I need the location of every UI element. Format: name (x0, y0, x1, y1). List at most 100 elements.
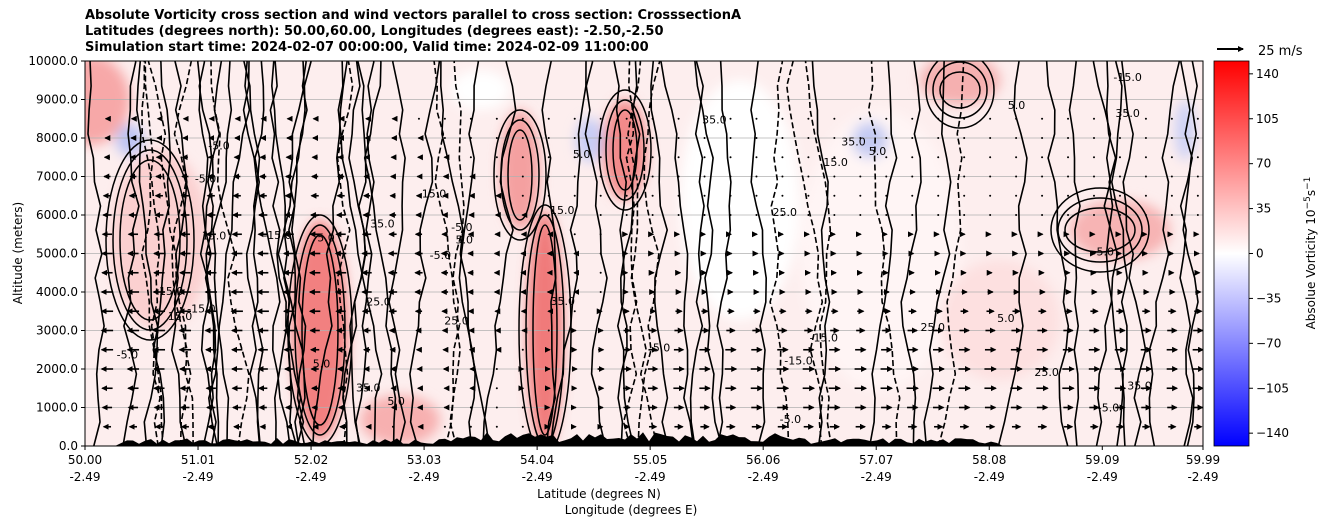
contour-loop (1064, 207, 1136, 253)
wind-vector (599, 233, 602, 236)
wind-vector (547, 137, 550, 139)
x-tick-label-lat: 53.03 (407, 453, 441, 467)
wind-vector (755, 117, 758, 120)
wind-vector (495, 387, 498, 390)
wind-vector (651, 194, 654, 197)
contour-loop (493, 109, 547, 241)
wind-vector (1118, 156, 1121, 159)
wind-vector (729, 117, 732, 120)
wind-vector (1041, 175, 1044, 178)
contour-line (1110, 61, 1129, 446)
contour-label: 5.0 (313, 358, 331, 371)
contour-label: 35.0 (841, 135, 866, 148)
wind-vector (469, 137, 472, 139)
wind-vector (729, 175, 732, 178)
wind-vector (521, 425, 524, 428)
wind-vector (495, 175, 498, 178)
wind-vector (651, 137, 654, 139)
y-tick-label: 1000.0 (36, 401, 78, 415)
contour-label: 35.0 (370, 218, 395, 231)
wind-vector (1170, 175, 1173, 178)
contour-loop (605, 99, 645, 201)
y-tick-label: 2000.0 (36, 362, 78, 376)
wind-vector (651, 156, 654, 159)
contour-label: -15.0 (810, 331, 838, 344)
wind-vector (573, 310, 576, 313)
wind-vector (885, 194, 888, 197)
wind-vector (937, 175, 940, 178)
contour-line (204, 61, 223, 446)
wind-vector (443, 425, 446, 428)
contour-loop (112, 149, 188, 331)
wind-vector (625, 175, 628, 178)
contour-line (196, 61, 217, 446)
contour-line (141, 61, 164, 446)
contour-line (1148, 61, 1181, 446)
wind-vector (443, 137, 446, 139)
wind-vector (677, 137, 680, 139)
wind-vector (1015, 194, 1018, 197)
wind-vector (495, 137, 498, 139)
wind-vector (495, 368, 498, 370)
wind-vector (937, 156, 940, 159)
wind-vector (599, 291, 602, 293)
wind-vector (417, 117, 420, 120)
wind-vector (859, 137, 862, 139)
wind-vector (521, 406, 524, 409)
wind-vector (1015, 214, 1018, 216)
wind-vector (911, 194, 914, 197)
colorbar-tick-label: 70 (1256, 157, 1271, 171)
wind-vector (1092, 156, 1095, 159)
wind-vector (1015, 175, 1018, 178)
field-blob (85, 61, 130, 145)
contour-loop (598, 89, 652, 211)
contour-label: 15.0 (422, 187, 447, 200)
x-tick-label-lon: -2.49 (296, 470, 327, 484)
wind-vector (937, 117, 940, 120)
wind-vector (1170, 214, 1173, 216)
wind-vector (1144, 137, 1147, 139)
wind-vector (1067, 137, 1070, 139)
title-line-2: Latitudes (degrees north): 50.00,60.00, … (85, 24, 664, 39)
colorbar-tick-label: −70 (1256, 336, 1281, 350)
wind-vector (1041, 117, 1044, 120)
contour-line (1092, 61, 1119, 446)
contour-label: -5.0 (430, 249, 451, 262)
wind-vector (1067, 194, 1070, 197)
wind-vector (755, 194, 758, 197)
contour-line (541, 61, 557, 446)
wind-vector (807, 214, 810, 216)
x-tick-label-lat: 57.07 (859, 453, 893, 467)
contour-label: -15.0 (1113, 71, 1141, 84)
wind-vector (547, 156, 550, 159)
x-tick-label-lon: -2.49 (409, 470, 440, 484)
wind-vector (1196, 156, 1199, 159)
x-tick-label-lon: -2.49 (182, 470, 213, 484)
wind-vector (833, 214, 836, 216)
contour-line (613, 61, 635, 446)
x-tick-label-lat: 52.02 (294, 453, 328, 467)
wind-vector (547, 117, 550, 120)
contour-line (337, 61, 383, 446)
x-tick-label-lon: -2.49 (861, 470, 892, 484)
contour-line (584, 61, 608, 446)
contour-label: 25.0 (1034, 366, 1059, 379)
wind-vector (989, 137, 992, 139)
wind-vector (547, 214, 550, 216)
x-tick-label-lon: -2.49 (748, 470, 779, 484)
contour-label: 15.0 (159, 285, 184, 298)
x-axis-label-longitude: Longitude (degrees E) (565, 503, 698, 517)
wind-vector (1041, 137, 1044, 139)
wind-vector (599, 252, 602, 255)
field-blob (116, 124, 144, 156)
contour-line (1045, 61, 1070, 446)
wind-vector (703, 156, 706, 159)
contour-line (650, 61, 669, 446)
contour-labels: 5.025.035.0-15.0-15.05.0-5.015.015.0-5.0… (117, 71, 1152, 426)
colorbar-tick-label: −35 (1256, 291, 1281, 305)
x-tick-label-lon: -2.49 (69, 470, 100, 484)
terrain-shape (85, 432, 1203, 446)
wind-vector (833, 194, 836, 197)
contour-label: 15.0 (202, 229, 227, 242)
